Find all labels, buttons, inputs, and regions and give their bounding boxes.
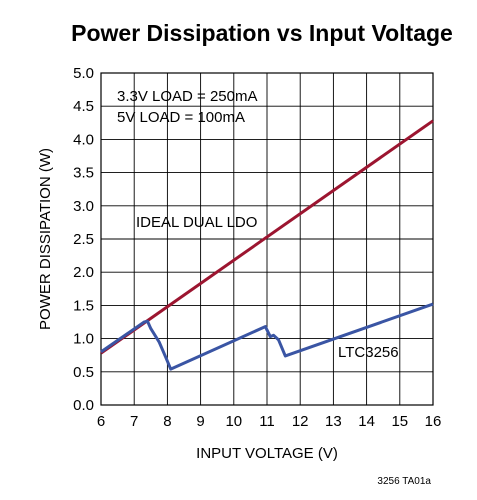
plot-frame: [100, 72, 434, 406]
x-tick-label: 12: [292, 413, 309, 430]
y-tick-label: 2.0: [73, 264, 94, 281]
y-tick-label: 4.0: [73, 131, 94, 148]
x-tick-label: 9: [196, 413, 204, 430]
x-tick-label: 6: [97, 413, 105, 430]
y-tick-label: 0.5: [73, 364, 94, 381]
grid: [100, 72, 434, 406]
x-axis-label: INPUT VOLTAGE (V): [196, 445, 338, 462]
x-tick-label: 8: [163, 413, 171, 430]
x-tick-label: 13: [325, 413, 342, 430]
y-axis-label: POWER DISSIPATION (W): [37, 148, 54, 330]
y-tick-label: 0.0: [73, 397, 94, 414]
x-tick-label: 16: [425, 413, 442, 430]
y-tick-label: 4.5: [73, 98, 94, 115]
series-line-ltc3256: [100, 302, 434, 371]
series-line-ideal-dual-ldo: [100, 119, 434, 355]
x-tick-label: 7: [130, 413, 138, 430]
x-tick-label: 15: [391, 413, 408, 430]
series-label-ideal-dual-ldo: IDEAL DUAL LDO: [136, 214, 257, 231]
x-tick-label: 14: [358, 413, 375, 430]
x-tick-label: 11: [259, 413, 275, 430]
y-tick-label: 3.5: [73, 165, 94, 182]
chart-title: Power Dissipation vs Input Voltage: [71, 20, 453, 46]
tick-labels: 6 7 8 9 10 11 12 13 14 15 16 0.0 0.5 1.0 1.5 2.0 2.5 3.0 3…: [73, 65, 441, 430]
figure-id: 3256 TA01a: [377, 476, 431, 487]
series-label-ltc3256: LTC3256: [338, 344, 399, 361]
y-tick-label: 5.0: [73, 65, 94, 82]
annotation-load-3v3: 3.3V LOAD = 250mA: [117, 88, 258, 105]
y-tick-label: 1.0: [73, 331, 94, 348]
y-tick-label: 1.5: [73, 297, 94, 314]
x-tick-label: 10: [225, 413, 242, 430]
annotation-load-5v: 5V LOAD = 100mA: [117, 109, 245, 126]
y-tick-label: 2.5: [73, 231, 94, 248]
series-lines: [100, 119, 434, 371]
y-tick-label: 3.0: [73, 198, 94, 215]
